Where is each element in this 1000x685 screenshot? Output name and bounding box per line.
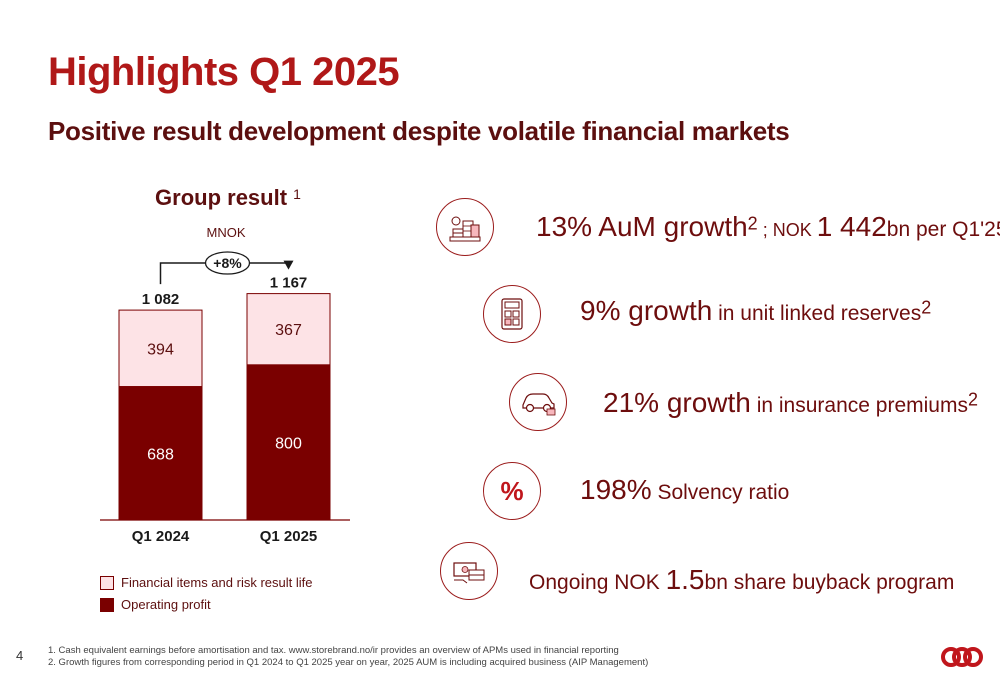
insurance-growth-value: 21% growth <box>603 387 751 418</box>
highlight-insurance-premiums: 21% growth in insurance premiums2 <box>603 387 978 419</box>
growth-arrowhead <box>283 260 294 270</box>
percent-icon: % <box>483 462 541 520</box>
buyback-prefix: Ongoing NOK <box>529 571 666 594</box>
bar-operating-profit <box>246 364 331 521</box>
money-stack-icon <box>436 198 494 256</box>
percent-glyph: % <box>500 475 524 506</box>
highlight-aum-growth: 13% AuM growth2 ; NOK 1 442bn per Q1'25 <box>536 211 1000 243</box>
unit-linked-value: 9% growth <box>580 295 713 326</box>
chart-title-footnote: 1 <box>293 186 301 202</box>
aum-growth-sup: 2 <box>747 213 758 234</box>
growth-label: +8% <box>213 255 242 271</box>
highlight-share-buyback: Ongoing NOK 1.5bn share buyback program <box>529 564 954 596</box>
x-tick-label: Q1 2024 <box>132 528 190 545</box>
aum-nok-label: ; NOK <box>757 220 817 240</box>
data-label-operating-profit: 688 <box>147 446 174 463</box>
legend-swatch-financial-items <box>100 575 114 590</box>
bar-financial-items <box>246 293 331 366</box>
insurance-growth-label: in insurance premiums <box>750 394 968 417</box>
aum-growth-value: 13% AuM growth <box>536 211 748 242</box>
data-label-financial-items: 394 <box>147 341 174 358</box>
legend-item-operating-profit: Operating profit <box>100 597 211 612</box>
solvency-label: Solvency ratio <box>651 481 790 504</box>
brand-logo <box>941 647 983 667</box>
page-subtitle: Positive result development despite vola… <box>48 116 790 146</box>
bar-financial-items <box>118 309 203 388</box>
data-label-operating-profit: 800 <box>275 435 302 452</box>
page-title: Highlights Q1 2025 <box>48 50 400 94</box>
buyback-value: 1.5 <box>665 564 705 595</box>
data-label-financial-items: 367 <box>275 322 302 339</box>
legend-item-financial-items: Financial items and risk result life <box>100 575 312 590</box>
car-icon <box>509 373 567 431</box>
chart-unit-label: MNOK <box>207 225 246 240</box>
footnote-1: 1. Cash equivalent earnings before amort… <box>48 645 619 656</box>
calculator-icon <box>483 285 541 343</box>
legend-label-financial-items: Financial items and risk result life <box>121 575 313 590</box>
growth-badge <box>204 251 251 275</box>
x-tick-label: Q1 2025 <box>260 528 318 545</box>
bar-operating-profit <box>118 386 203 521</box>
unit-linked-sup: 2 <box>921 297 932 318</box>
total-label: 1 167 <box>270 275 308 292</box>
highlight-unit-linked: 9% growth in unit linked reserves2 <box>580 295 931 327</box>
insurance-growth-sup: 2 <box>967 389 978 410</box>
aum-value: 1 442 <box>816 211 887 242</box>
highlight-solvency: 198% Solvency ratio <box>580 474 789 506</box>
legend-label-operating-profit: Operating profit <box>121 597 211 612</box>
total-label: 1 082 <box>142 291 180 308</box>
footnote-2: 2. Growth figures from corresponding per… <box>48 657 649 668</box>
unit-linked-label: in unit linked reserves <box>712 302 922 325</box>
chart-title: Group result 1 <box>155 185 301 210</box>
solvency-value: 198% <box>580 474 652 505</box>
cash-hand-icon <box>440 542 498 600</box>
buyback-label: bn share buyback program <box>704 571 955 594</box>
aum-suffix: bn per Q1'25 <box>886 218 1000 241</box>
legend-swatch-operating-profit <box>100 597 114 612</box>
page-number: 4 <box>16 648 24 663</box>
